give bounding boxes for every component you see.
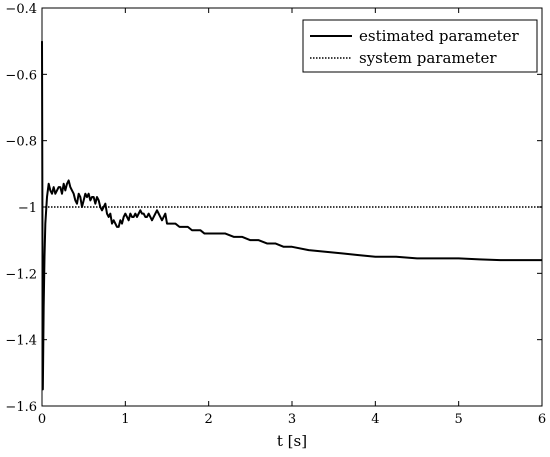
legend-box xyxy=(302,19,538,73)
x-tick-label: 4 xyxy=(371,412,379,427)
x-axis: 0 1 2 3 4 5 6 xyxy=(38,8,546,427)
y-tick-label: −0.6 xyxy=(5,68,37,83)
y-axis: −1.6 −1.4 −1.2 −1 −0.8 −0.6 −0.4 xyxy=(5,2,542,415)
x-tick-label: 3 xyxy=(288,412,296,427)
y-tick-label: −1.2 xyxy=(5,267,37,282)
y-tick-label: −1 xyxy=(18,201,37,216)
y-tick-label: −0.8 xyxy=(5,135,37,150)
series-line-estimated-parameter xyxy=(41,41,542,391)
x-tick-label: 2 xyxy=(205,412,213,427)
x-tick-label: 0 xyxy=(38,412,46,427)
legend-label-estimated: estimated parameter xyxy=(359,27,520,45)
x-axis-label: t [s] xyxy=(277,432,307,450)
y-tick-label: −1.4 xyxy=(5,334,37,349)
series-layer xyxy=(41,41,542,391)
x-tick-label: 5 xyxy=(455,412,463,427)
legend-label-system: system parameter xyxy=(359,49,497,67)
plot-frame xyxy=(41,7,543,407)
legend: estimated parameter system parameter xyxy=(302,19,538,73)
x-tick-label: 6 xyxy=(538,412,546,427)
y-tick-label: −1.6 xyxy=(5,400,37,415)
x-tick-label: 1 xyxy=(121,412,129,427)
y-tick-label: −0.4 xyxy=(5,2,37,17)
